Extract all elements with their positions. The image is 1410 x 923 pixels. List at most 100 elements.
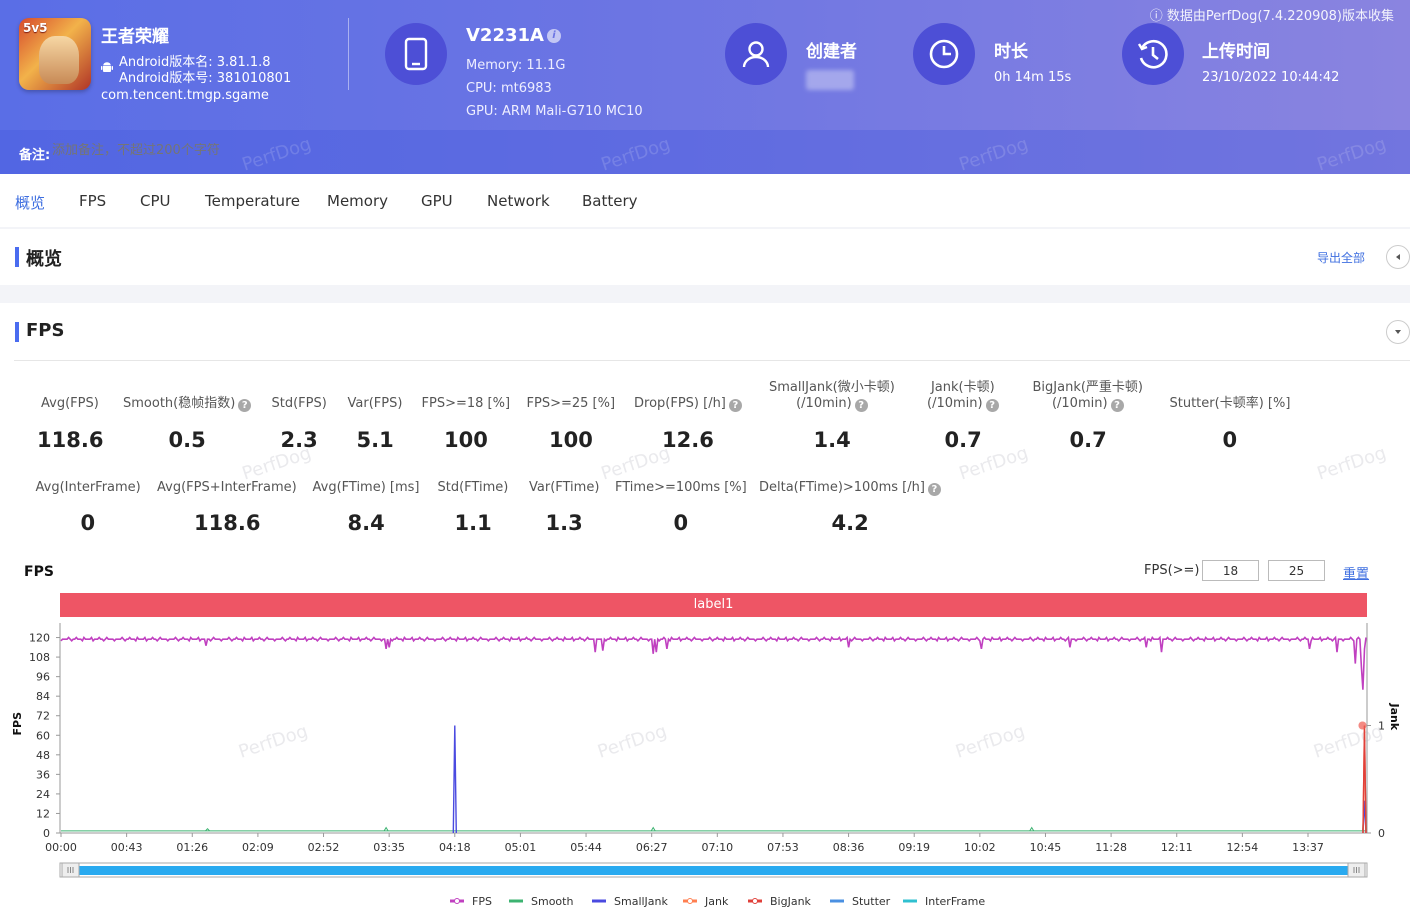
metric-label: Delta(FTime)>100ms [/h]? [759, 480, 941, 496]
metric-value: 5.1 [356, 428, 394, 452]
y-right-tick-label: 2 [1378, 623, 1385, 625]
y-tick-label: 24 [36, 788, 50, 801]
chart-title: FPS [24, 564, 54, 580]
device-gpu: GPU: ARM Mali-G710 MC10 [466, 104, 643, 119]
y-tick-label: 36 [36, 768, 50, 781]
x-tick-label: 01:26 [176, 841, 208, 854]
fps-chart: 01224364860728496108120132012FPSJank00:0… [11, 623, 1401, 908]
help-icon[interactable]: ? [728, 399, 742, 412]
help-icon[interactable]: ? [1110, 399, 1124, 412]
tab-memory[interactable]: Memory [327, 192, 389, 210]
duration-label: 时长 [994, 42, 1028, 62]
watermark: PerfDog [953, 721, 1027, 763]
history-icon [1122, 23, 1184, 85]
metric-label: FPS>=18 [%] [421, 396, 511, 411]
remark-input[interactable] [52, 143, 352, 158]
y-axis-label: FPS [11, 712, 24, 736]
tab-overview[interactable]: 概览 [15, 194, 46, 212]
remark-label: 备注: [19, 148, 51, 163]
section-marker [15, 247, 19, 267]
x-tick-label: 12:54 [1227, 841, 1259, 854]
x-tick-label: 05:44 [570, 841, 602, 854]
app-name: 王者荣耀 [101, 27, 169, 47]
tab-cpu[interactable]: CPU [140, 192, 171, 210]
y-tick-label: 60 [36, 729, 50, 742]
tab-battery[interactable]: Battery [582, 192, 638, 210]
metric-label: Stutter(卡顿率) [%] [1169, 396, 1291, 411]
reset-button[interactable]: 重置 [1343, 567, 1370, 582]
legend-marker [687, 898, 693, 904]
collapse-left-button[interactable] [1386, 245, 1410, 269]
clock-icon [913, 23, 975, 85]
tab-network[interactable]: Network [487, 192, 550, 210]
y-tick-label: 84 [36, 690, 50, 703]
x-tick-label: 10:02 [964, 841, 996, 854]
label-band[interactable]: label1 [60, 593, 1367, 617]
threshold-input-1[interactable] [1202, 560, 1259, 581]
metric-value: 1.3 [545, 511, 583, 535]
legend-label: Jank [704, 895, 729, 908]
series-smooth-spike [383, 826, 389, 832]
metric-label: FPS>=25 [%] [526, 396, 616, 411]
info-icon[interactable]: i [546, 29, 561, 43]
metric-value: 0.7 [1069, 428, 1107, 452]
metric-label: Jank(卡顿) (/10min)? [927, 380, 999, 412]
x-tick-label: 00:00 [45, 841, 77, 854]
metric-value: 1.4 [813, 428, 851, 452]
metric-value: 2.3 [280, 428, 318, 452]
help-icon[interactable]: ? [854, 399, 868, 412]
tab-bar: 概览 FPS CPU Temperature Memory GPU Networ… [0, 174, 1410, 227]
x-tick-label: 00:43 [111, 841, 143, 854]
creator-value-redacted [806, 70, 854, 90]
help-icon[interactable]: ? [985, 399, 999, 412]
tab-temperature[interactable]: Temperature [205, 192, 301, 210]
help-icon[interactable]: ? [927, 483, 941, 496]
metric-label: Drop(FPS) [/h]? [634, 396, 742, 412]
x-tick-label: 04:18 [439, 841, 471, 854]
user-icon [725, 23, 787, 85]
y-tick-label: 12 [36, 807, 50, 820]
threshold-input-2[interactable] [1268, 560, 1325, 581]
tab-fps[interactable]: FPS [79, 192, 107, 210]
y-tick-label: 96 [36, 671, 50, 684]
threshold-label: FPS(>=) [1144, 563, 1200, 578]
legend-label: Smooth [531, 895, 573, 908]
legend-label: FPS [472, 895, 492, 908]
source-note: ⓘ 数据由PerfDog(7.4.220908)版本收集 [1149, 9, 1394, 24]
x-tick-label: 05:01 [505, 841, 537, 854]
help-icon[interactable]: ? [238, 399, 252, 412]
tab-gpu[interactable]: GPU [421, 192, 453, 210]
metric-value: 12.6 [662, 428, 714, 452]
metric-label: Avg(FPS+InterFrame) [157, 480, 297, 495]
legend-marker [454, 898, 460, 904]
x-tick-label: 09:19 [898, 841, 930, 854]
device-memory: Memory: 11.1G [466, 58, 566, 73]
x-tick-label: 07:53 [767, 841, 799, 854]
metric-value: 118.6 [37, 428, 104, 452]
series-bigjank-marker [1358, 721, 1367, 730]
x-tick-label: 06:27 [636, 841, 668, 854]
metric-label: Avg(InterFrame) [35, 480, 141, 495]
metric-value: 0 [80, 511, 96, 535]
creator-label: 创建者 [806, 42, 857, 62]
x-tick-label: 02:52 [308, 841, 340, 854]
header-divider [348, 18, 349, 90]
metric-value: 100 [444, 428, 488, 452]
y-tick-label: 120 [29, 632, 50, 645]
phone-icon [385, 23, 447, 85]
upload-time-value: 23/10/2022 10:44:42 [1202, 70, 1340, 85]
export-all-button[interactable]: 导出全部 [1317, 251, 1366, 265]
series-smooth-spike [650, 826, 656, 832]
app-icon-badge: 5v5 [23, 21, 48, 35]
x-tick-label: 12:11 [1161, 841, 1193, 854]
collapse-down-button[interactable] [1386, 320, 1410, 344]
y-right-tick-label: 0 [1378, 827, 1385, 840]
metric-label: BigJank(严重卡顿) (/10min)? [1032, 380, 1143, 412]
metric-value: 4.2 [831, 511, 869, 535]
x-tick-label: 02:09 [242, 841, 274, 854]
metric-value: 118.6 [194, 511, 261, 535]
legend-marker [752, 898, 758, 904]
y-right-axis-label: Jank [1388, 703, 1401, 731]
metric-label: SmallJank(微小卡顿) (/10min)? [769, 380, 895, 412]
version-name: Android版本名: 3.81.1.8 [119, 55, 271, 70]
